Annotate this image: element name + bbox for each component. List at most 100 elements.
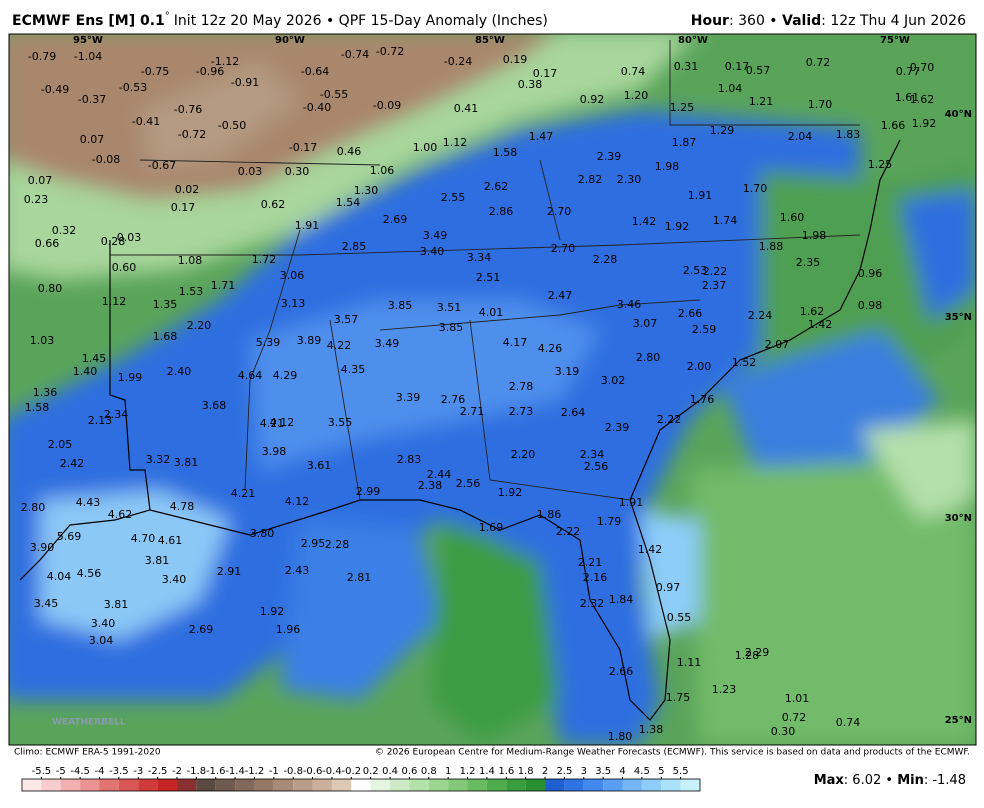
anomaly-label: 4.78 (170, 500, 195, 513)
anomaly-label: 3.81 (174, 456, 199, 469)
anomaly-label: 4.62 (108, 508, 133, 521)
colorbar-swatch (409, 779, 429, 791)
anomaly-label: 1.42 (632, 215, 657, 228)
anomaly-label: 3.06 (280, 269, 305, 282)
colorbar-swatch (622, 779, 642, 791)
anomaly-label: 2.56 (456, 477, 481, 490)
colorbar-tick-label: 1.8 (518, 766, 534, 777)
colorbar-tick-label: -5.5 (32, 766, 52, 777)
anomaly-label: 1.76 (690, 393, 715, 406)
anomaly-label: 5.69 (57, 530, 82, 543)
anomaly-label: -0.24 (444, 55, 472, 68)
anomaly-label: 4.12 (270, 416, 295, 429)
anomaly-label: 0.74 (621, 65, 646, 78)
anomaly-label: 2.70 (551, 242, 576, 255)
anomaly-label: -0.40 (303, 101, 331, 114)
colorbar-swatch (506, 779, 526, 791)
colorbar-tick-label: 0.2 (363, 766, 379, 777)
anomaly-label: 2.07 (765, 338, 790, 351)
anomaly-label: 3.51 (437, 301, 462, 314)
anomaly-label: 1.28 (735, 649, 760, 662)
anomaly-label: 1.35 (153, 298, 178, 311)
anomaly-label: 1.92 (260, 605, 285, 618)
anomaly-label: 1.91 (619, 496, 644, 509)
anomaly-label: 2.66 (678, 307, 703, 320)
anomaly-label: -0.72 (178, 128, 206, 141)
anomaly-label: 4.17 (503, 336, 528, 349)
anomaly-label: 2.83 (397, 453, 422, 466)
anomaly-label: 2.00 (687, 360, 712, 373)
colorbar-tick-label: 0.6 (401, 766, 417, 777)
colorbar-tick-label: 2.5 (556, 766, 572, 777)
colorbar-swatch (641, 779, 662, 791)
anomaly-label: 1.45 (82, 352, 107, 365)
min-key: Min (897, 773, 924, 788)
anomaly-label: 1.86 (537, 508, 562, 521)
max-key: Max (814, 773, 845, 788)
anomaly-label: -0.72 (376, 45, 404, 58)
colorbar-swatch (467, 779, 487, 791)
colorbar-swatch (80, 779, 100, 791)
anomaly-label: 3.07 (633, 317, 658, 330)
anomaly-label: 0.74 (836, 716, 861, 729)
anomaly-label: 1.21 (749, 95, 774, 108)
anomaly-label: -0.09 (373, 99, 401, 112)
max-min: Max: 6.02 • Min: -1.48 (814, 773, 966, 788)
colorbar-swatch (293, 779, 313, 791)
anomaly-label: 0.92 (580, 93, 605, 106)
anomaly-label: 3.81 (104, 598, 129, 611)
anomaly-label: 2.13 (88, 414, 113, 427)
anomaly-label: -0.49 (41, 83, 69, 96)
anomaly-label: -0.96 (196, 65, 224, 78)
colorbar-tick-label: -2 (172, 766, 182, 777)
anomaly-label: 3.49 (375, 337, 400, 350)
anomaly-label: 1.71 (211, 279, 236, 292)
colorbar-swatch (564, 779, 584, 791)
colorbar-tick-label: -0.4 (322, 766, 342, 777)
colorbar-tick-label: -1 (269, 766, 279, 777)
colorbar-tick-label: -1.2 (245, 766, 265, 777)
copyright: © 2026 European Centre for Medium-Range … (375, 748, 970, 758)
anomaly-label: 2.85 (342, 240, 367, 253)
state-lines (110, 40, 861, 501)
anomaly-label: 1.58 (493, 146, 518, 159)
anomaly-label: 0.62 (261, 198, 286, 211)
anomaly-label: 2.56 (584, 460, 609, 473)
anomaly-label: 2.78 (509, 380, 534, 393)
anomaly-label: 2.16 (583, 571, 608, 584)
anomaly-label: 0.28 (101, 235, 126, 248)
anomaly-label: 1.91 (688, 189, 713, 202)
lat-label: 30°N (945, 513, 972, 524)
anomaly-label: 0.32 (52, 224, 77, 237)
colorbar-tick-label: 4.5 (634, 766, 650, 777)
anomaly-label: 2.20 (187, 319, 212, 332)
anomaly-label: 2.99 (356, 485, 381, 498)
anomaly-label: 1.25 (868, 158, 893, 171)
anomaly-label: 0.55 (667, 611, 692, 624)
anomaly-label: 2.69 (383, 213, 408, 226)
anomaly-label: 0.72 (806, 56, 831, 69)
anomaly-label: 4.21 (231, 487, 256, 500)
anomaly-label: 1.98 (802, 229, 827, 242)
header-left: ECMWF Ens [M] 0.1° Init 12z 20 May 2026 •… (12, 11, 548, 29)
anomaly-label: -0.75 (141, 65, 169, 78)
anomaly-label: 2.43 (285, 564, 310, 577)
colorbar-tick-label: -2.5 (148, 766, 168, 777)
anomaly-label: 2.80 (636, 351, 661, 364)
colorbar-swatch (215, 779, 236, 791)
anomaly-label: 0.60 (112, 261, 137, 274)
anomaly-label: 3.04 (89, 634, 114, 647)
anomaly-label: 3.55 (328, 416, 353, 429)
anomaly-label: 0.70 (910, 61, 935, 74)
anomaly-label: 0.41 (454, 102, 479, 115)
anomaly-label: 0.98 (858, 299, 883, 312)
anomaly-label: 1.12 (443, 136, 468, 149)
anomaly-label: 1.61 (895, 91, 920, 104)
colorbar-tick-label: -0.6 (303, 766, 323, 777)
colorbar-swatch (138, 779, 158, 791)
anomaly-label: 0.30 (771, 725, 796, 738)
anomaly-label: 3.32 (146, 453, 171, 466)
anomaly-label: 0.72 (782, 711, 807, 724)
anomaly-label: 3.68 (202, 399, 227, 412)
anomaly-label: 2.38 (418, 479, 443, 492)
